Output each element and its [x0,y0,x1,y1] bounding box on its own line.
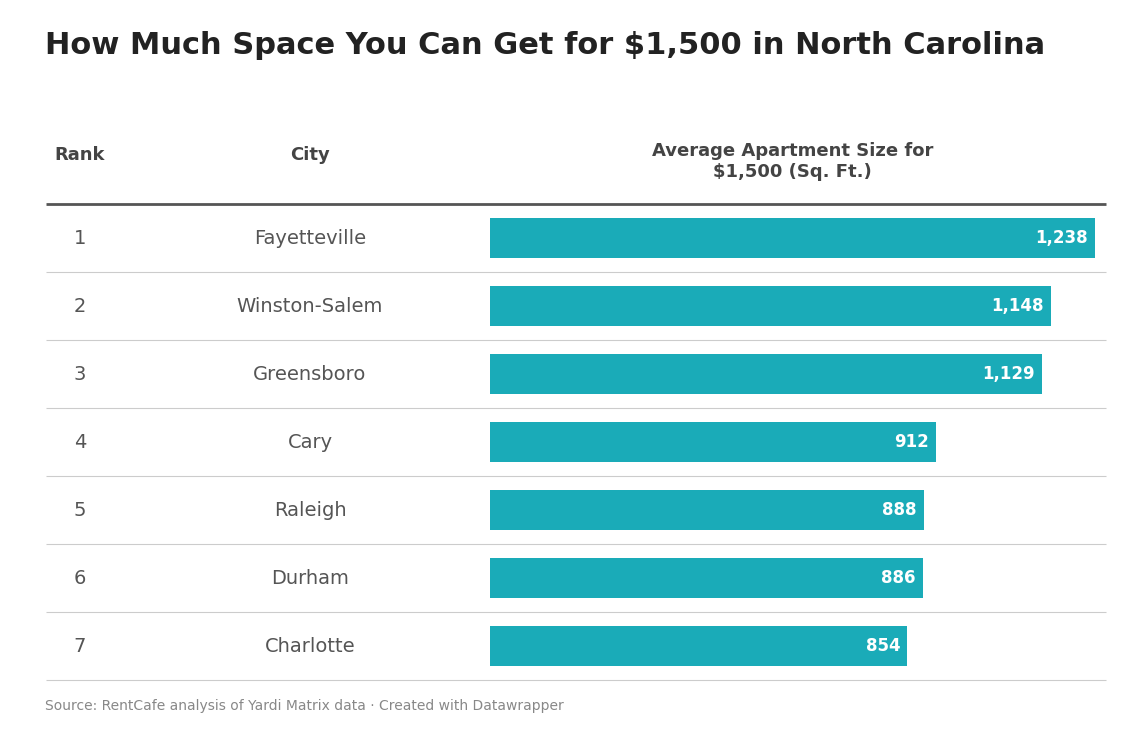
Text: 854: 854 [865,637,901,655]
Bar [490,354,1042,394]
Text: 4: 4 [74,433,87,451]
Bar [490,626,907,666]
Bar [490,558,923,598]
Text: 886: 886 [881,569,915,587]
Text: 6: 6 [74,568,87,588]
Text: 1: 1 [74,228,87,247]
Text: 888: 888 [882,501,917,519]
Text: 1,238: 1,238 [1035,229,1088,247]
Bar [490,490,923,530]
Bar [490,286,1051,326]
Text: 2: 2 [74,296,87,316]
Text: Source: RentCafe analysis of Yardi Matrix data · Created with Datawrapper: Source: RentCafe analysis of Yardi Matri… [44,699,564,713]
Text: 1,129: 1,129 [982,365,1035,383]
Text: Durham: Durham [271,568,349,588]
Text: Raleigh: Raleigh [274,500,347,519]
Text: 1,148: 1,148 [992,297,1044,315]
Text: City: City [290,146,329,164]
Text: Cary: Cary [287,433,333,451]
Text: How Much Space You Can Get for $1,500 in North Carolina: How Much Space You Can Get for $1,500 in… [44,31,1045,60]
Text: 7: 7 [74,637,87,656]
Text: 912: 912 [894,433,929,451]
Text: Charlotte: Charlotte [264,637,356,656]
Text: 5: 5 [74,500,87,519]
Text: Greensboro: Greensboro [253,365,367,384]
Text: Fayetteville: Fayetteville [254,228,366,247]
Bar [490,218,1096,258]
Text: Average Apartment Size for
$1,500 (Sq. Ft.): Average Apartment Size for $1,500 (Sq. F… [652,142,934,181]
Bar [490,422,936,462]
Text: Rank: Rank [55,146,105,164]
Text: 3: 3 [74,365,87,384]
Text: Winston-Salem: Winston-Salem [237,296,383,316]
